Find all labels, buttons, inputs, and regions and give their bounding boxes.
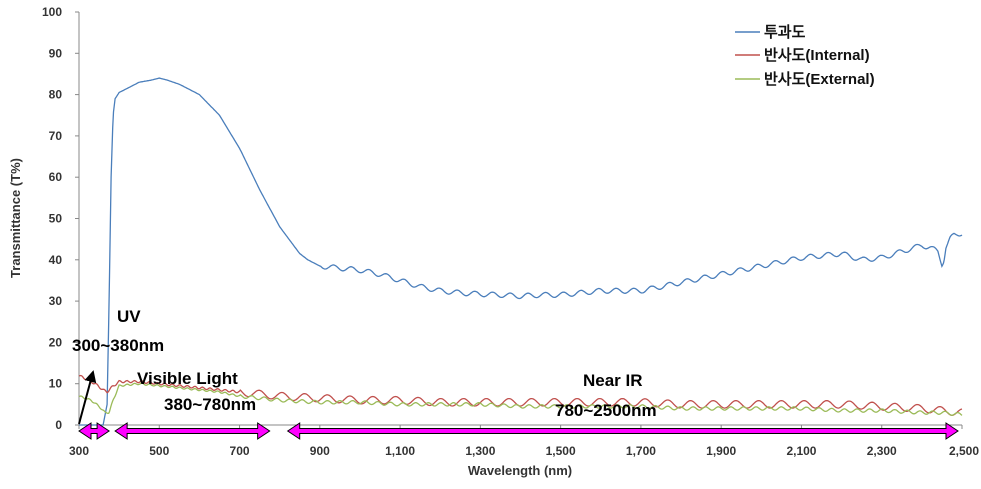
x-tick-label: 700 bbox=[230, 444, 250, 458]
series-line-2 bbox=[78, 382, 963, 416]
x-tick-label: 500 bbox=[149, 444, 169, 458]
uv-range-label: 300~380nm bbox=[72, 336, 164, 355]
x-tick-label: 2,100 bbox=[786, 444, 816, 458]
y-tick-label: 80 bbox=[49, 88, 63, 102]
x-tick-label: 1,900 bbox=[706, 444, 736, 458]
uv-title-label: UV bbox=[117, 307, 141, 326]
y-tick-label: 20 bbox=[49, 335, 63, 349]
legend: 투과도 반사도(Internal) 반사도(External) bbox=[735, 24, 875, 88]
y-tick-label: 90 bbox=[49, 46, 63, 60]
y-tick-label: 30 bbox=[49, 294, 63, 308]
x-tick-label: 1,700 bbox=[626, 444, 656, 458]
x-tick-label: 2,500 bbox=[949, 444, 979, 458]
y-tick-label: 60 bbox=[49, 170, 63, 184]
series-line-0 bbox=[79, 77, 963, 426]
y-tick-label: 40 bbox=[49, 253, 63, 267]
x-tick-label: 1,500 bbox=[546, 444, 576, 458]
y-tick-label: 50 bbox=[49, 212, 63, 226]
x-tick-label: 2,300 bbox=[867, 444, 897, 458]
annotations: UV 300~380nm Visible Light 380~780nm Nea… bbox=[72, 307, 657, 425]
legend-label-series-2: 반사도(External) bbox=[764, 71, 875, 88]
x-tick-label: 1,100 bbox=[385, 444, 415, 458]
near-ir-title-label: Near IR bbox=[583, 371, 643, 390]
visible-range-label: 380~780nm bbox=[164, 395, 256, 414]
y-tick-label: 0 bbox=[55, 418, 62, 432]
series-lines bbox=[78, 77, 963, 426]
band-arrow-near-ir bbox=[286, 422, 959, 440]
uv-pointer-arrow bbox=[78, 370, 97, 425]
y-tick-label: 100 bbox=[42, 5, 62, 19]
visible-title-label: Visible Light bbox=[137, 369, 238, 388]
band-arrows bbox=[78, 422, 959, 440]
near-ir-range-label: 780~2500nm bbox=[555, 401, 657, 420]
series-line-1 bbox=[78, 374, 963, 416]
band-arrow-uv bbox=[78, 422, 111, 440]
x-tick-label: 900 bbox=[310, 444, 330, 458]
x-axis-title: Wavelength (nm) bbox=[468, 463, 572, 478]
x-tick-label: 300 bbox=[69, 444, 89, 458]
x-tick-label: 1,300 bbox=[465, 444, 495, 458]
y-axis-title: Transmittance (T%) bbox=[8, 158, 23, 278]
y-tick-label: 10 bbox=[49, 377, 63, 391]
legend-label-series-1: 반사도(Internal) bbox=[764, 47, 870, 64]
x-ticks: 300 500 700 900 1,100 1,300 1,500 1,700 1,900 2,1… bbox=[69, 425, 979, 458]
y-tick-label: 70 bbox=[49, 129, 63, 143]
band-arrow-visible bbox=[114, 422, 271, 440]
legend-label-series-0: 투과도 bbox=[764, 24, 806, 41]
y-ticks: 0 10 20 30 40 50 60 70 80 90 100 bbox=[42, 5, 79, 432]
